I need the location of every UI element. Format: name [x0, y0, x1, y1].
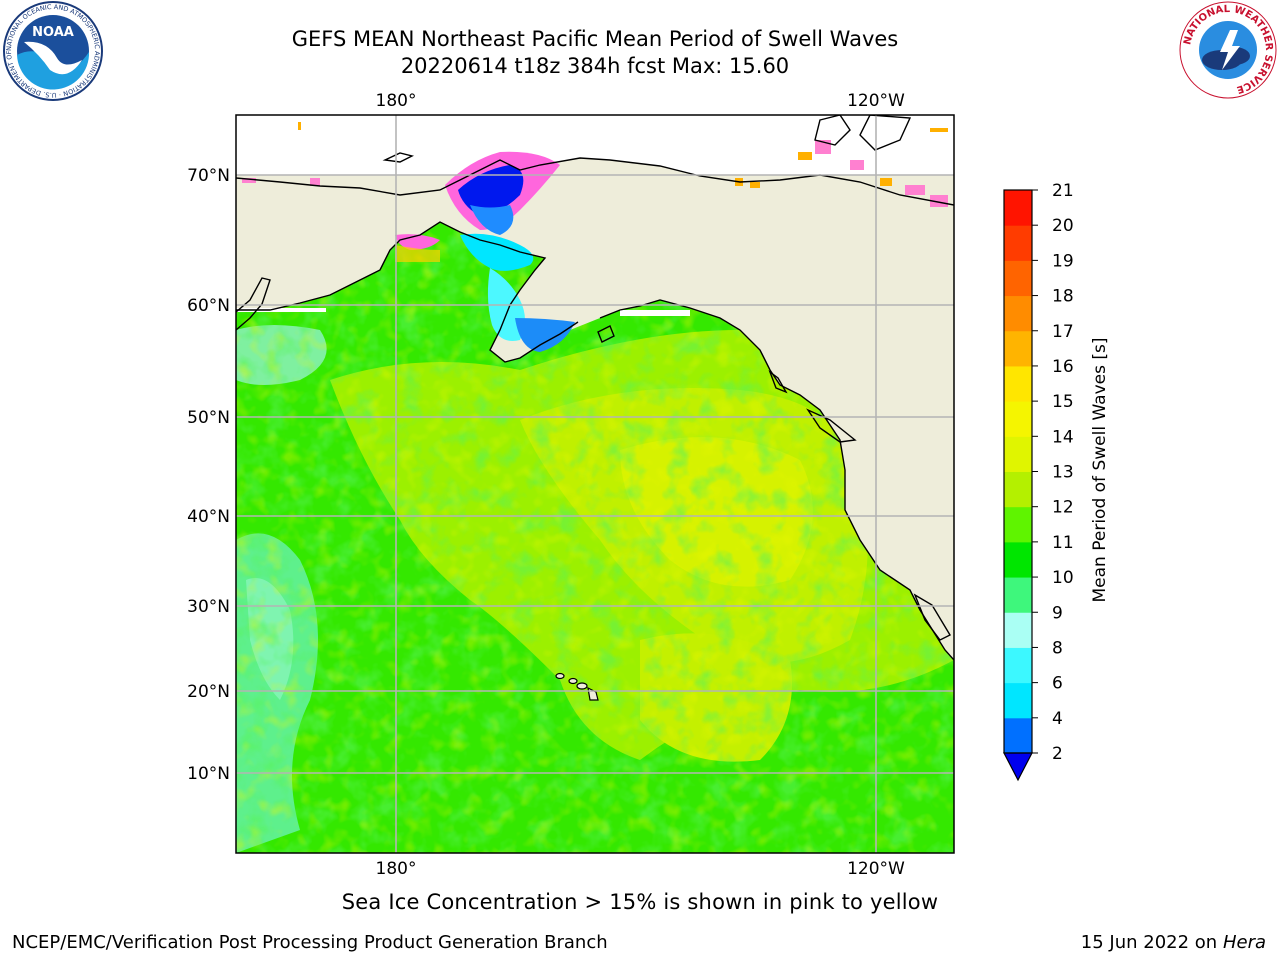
colorbar-segment: [1004, 401, 1032, 437]
footer-date-text: 15 Jun 2022 on: [1080, 932, 1218, 953]
footer-credit: NCEP/EMC/Verification Post Processing Pr…: [12, 932, 608, 953]
colorbar-segment: [1004, 190, 1032, 226]
colorbar-segment: [1004, 295, 1032, 332]
lon-label-bottom-120w: 120°W: [847, 859, 905, 879]
colorbar-tick-label: 9: [1052, 603, 1063, 623]
chart-subtitle: 20220614 t18z 384h fcst Max: 15.60: [400, 54, 790, 78]
colorbar-segment: [1004, 471, 1032, 508]
footer-date: 15 Jun 2022 on Hera: [1081, 932, 1266, 953]
colorbar-tick-label: 18: [1052, 287, 1074, 307]
sea-ice-caption: Sea Ice Concentration > 15% is shown in …: [341, 890, 939, 914]
nws-logo: NATIONAL WEATHER SERVICE: [1179, 1, 1277, 99]
lon-label-top-180: 180°: [376, 91, 417, 111]
colorbar-tick-label: 14: [1052, 427, 1074, 447]
colorbar-segment: [1004, 717, 1032, 754]
colorbar-tick-label: 6: [1052, 674, 1063, 694]
colorbar-tick-label: 4: [1052, 709, 1063, 729]
colorbar-tick-label: 15: [1052, 392, 1074, 412]
colorbar-tick-label: 20: [1052, 216, 1074, 236]
colorbar-tick-label: 12: [1052, 498, 1074, 518]
map-frame: [235, 114, 955, 854]
colorbar-segment: [1004, 506, 1032, 543]
colorbar-segment: [1004, 577, 1032, 613]
noaa-logo-text: NOAA: [32, 25, 74, 40]
colorbar-tick-label: 11: [1052, 533, 1074, 553]
colorbar-tick-label: 10: [1052, 568, 1074, 588]
lon-label-bottom-180: 180°: [376, 859, 417, 879]
colorbar-tick-label: 17: [1052, 322, 1074, 342]
lat-label-70n: 70°N: [187, 166, 230, 186]
colorbar-tick-label: 8: [1052, 638, 1063, 658]
colorbar-segment: [1004, 436, 1032, 472]
lat-label-10n: 10°N: [187, 764, 230, 784]
lat-label-30n: 30°N: [187, 597, 230, 617]
chart-title: GEFS MEAN Northeast Pacific Mean Period …: [291, 27, 899, 51]
colorbar-label: Mean Period of Swell Waves [s]: [1090, 338, 1110, 603]
colorbar-tick-label: 2: [1052, 744, 1063, 764]
colorbar-tick-label: 16: [1052, 357, 1074, 377]
lat-label-40n: 40°N: [187, 507, 230, 527]
colorbar-segment: [1004, 365, 1032, 402]
lat-label-50n: 50°N: [187, 408, 230, 428]
colorbar-extend-arrow: [1003, 752, 1033, 782]
colorbar-segment: [1004, 682, 1032, 719]
colorbar-segment: [1004, 260, 1032, 297]
map-area: [236, 115, 954, 853]
colorbar-segment: [1004, 225, 1032, 261]
lat-label-20n: 20°N: [187, 682, 230, 702]
colorbar-tick-label: 21: [1052, 181, 1074, 201]
colorbar-tick-label: 13: [1052, 463, 1074, 483]
noaa-logo: NATIONAL OCEANIC AND ATMOSPHERIC ADMINIS…: [2, 0, 103, 101]
lat-label-60n: 60°N: [187, 296, 230, 316]
colorbar-segment: [1004, 330, 1032, 367]
footer-host: Hera: [1222, 932, 1266, 953]
colorbar-segment: [1004, 541, 1032, 578]
colorbar-tick-label: 19: [1052, 251, 1074, 271]
colorbar-segment: [1004, 612, 1032, 648]
colorbar-segment: [1004, 647, 1032, 684]
colorbar: 2 4 6 8 9 10 11 12 13 14 15 16 17 18 19 20 21: [1003, 181, 1074, 782]
graticule: [236, 115, 954, 853]
lon-label-top-120w: 120°W: [847, 91, 905, 111]
